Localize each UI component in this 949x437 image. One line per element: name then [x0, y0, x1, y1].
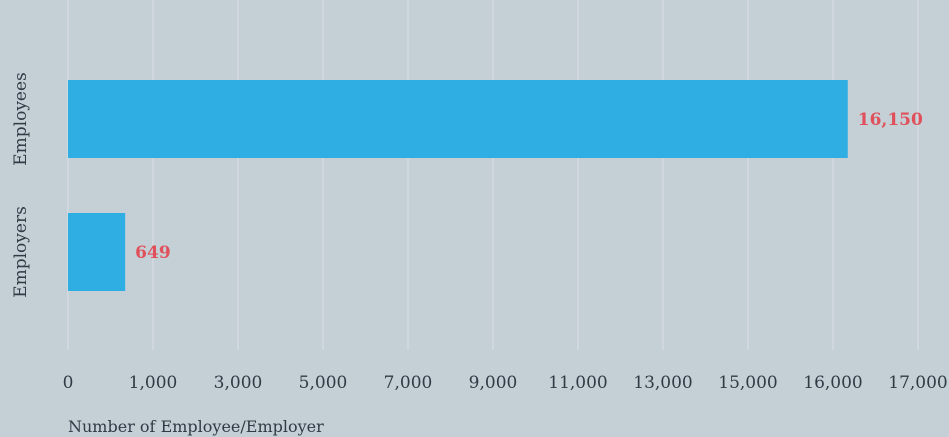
x-tick-label: 7,000 [384, 373, 433, 393]
x-tick-label: 3,000 [214, 373, 263, 393]
bars [68, 80, 848, 291]
x-tick-label: 5,000 [299, 373, 348, 393]
x-tick-label: 17,000 [888, 373, 947, 393]
x-tick-label: 11,000 [548, 373, 607, 393]
data-label-employees: 16,150 [858, 110, 923, 130]
bar-employers [68, 213, 126, 291]
x-axis-title: Number of Employee/Employer [68, 417, 324, 436]
x-tick-label: 1,000 [129, 373, 178, 393]
gridlines [67, 0, 919, 350]
category-label-employers: Employers [11, 206, 31, 298]
x-tick-label: 16,000 [803, 373, 862, 393]
x-tick-label: 13,000 [633, 373, 692, 393]
x-tick-label: 15,000 [718, 373, 777, 393]
x-tick-labels: 0 1,000 3,000 5,000 7,000 9,000 11,000 13,000 15… [63, 373, 948, 393]
x-tick-label: 9,000 [469, 373, 518, 393]
category-labels: Employees Employers [11, 72, 31, 298]
category-label-employees: Employees [11, 72, 31, 166]
bar-employees [68, 80, 848, 158]
data-label-employers: 649 [135, 243, 171, 263]
data-labels: 16,150 649 [135, 110, 923, 263]
x-tick-label: 0 [63, 373, 74, 393]
